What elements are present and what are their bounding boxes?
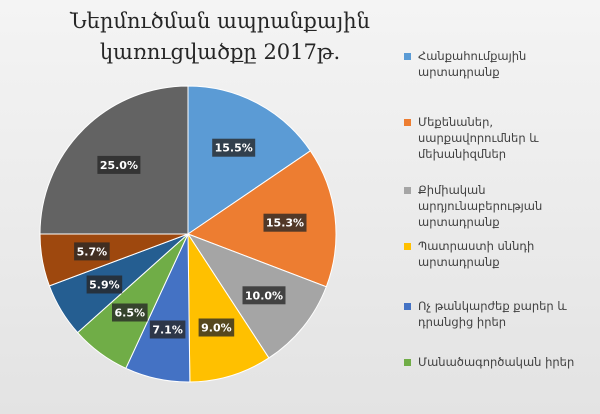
legend-label: Ոչ թանկարժեք քարեր և դրանցից իրեր xyxy=(418,299,567,329)
slice-label-8: 5.7% xyxy=(74,242,110,261)
legend-label: Հանքահումքային արտադրանք xyxy=(418,49,527,79)
legend-marker xyxy=(404,303,411,310)
legend-item-3: Քիմիական արդյունաբերության արտադրանք xyxy=(404,182,594,230)
svg-text:15.5%: 15.5% xyxy=(215,142,253,155)
slice-label-1: 15.5% xyxy=(212,138,256,157)
svg-text:5.9%: 5.9% xyxy=(89,279,120,292)
svg-text:5.7%: 5.7% xyxy=(77,245,108,258)
legend-marker xyxy=(404,187,411,194)
slice-label-3: 10.0% xyxy=(242,286,286,305)
pie-slice-1 xyxy=(187,85,312,235)
slice-label-7: 5.9% xyxy=(86,275,123,294)
legend-marker xyxy=(404,243,411,250)
slice-label-4: 9.0% xyxy=(198,318,235,337)
chart-title: Ներմուծման ապրանքային կառուցվածքը 2017թ. xyxy=(70,9,370,64)
slice-label-5: 7.1% xyxy=(149,320,186,339)
legend-marker xyxy=(404,119,411,126)
legend-label: Մանածագործական իրեր xyxy=(418,355,575,369)
svg-text:6.5%: 6.5% xyxy=(115,307,146,320)
legend-marker xyxy=(404,359,411,366)
svg-text:7.1%: 7.1% xyxy=(152,324,183,337)
legend-item-1: Հանքահումքային արտադրանք xyxy=(404,48,594,80)
legend-label: Մեքենաներ, սարքավորումներ և մեխանիզմներ xyxy=(418,115,539,161)
svg-text:25.0%: 25.0% xyxy=(100,159,138,172)
svg-text:10.0%: 10.0% xyxy=(245,289,283,302)
slice-label-9: 25.0% xyxy=(97,155,141,174)
legend-label: Քիմիական արդյունաբերության արտադրանք xyxy=(418,183,543,229)
legend-item-4: Պատրաստի սննդի արտադրանք xyxy=(404,238,594,270)
svg-text:15.3%: 15.3% xyxy=(266,217,304,230)
slice-label-2: 15.3% xyxy=(263,213,307,232)
legend-item-2: Մեքենաներ, սարքավորումներ և մեխանիզմներ xyxy=(404,114,594,162)
slice-label-6: 6.5% xyxy=(112,303,148,322)
legend-label: Պատրաստի սննդի արտադրանք xyxy=(418,239,535,269)
pie-slice-4 xyxy=(187,232,270,383)
svg-text:9.0%: 9.0% xyxy=(201,322,232,335)
pie-slice-2 xyxy=(186,150,337,288)
legend-item-6: Մանածագործական իրեր xyxy=(404,354,594,370)
legend-marker xyxy=(404,53,411,60)
legend-item-5: Ոչ թանկարժեք քարեր և դրանցից իրեր xyxy=(404,298,594,330)
